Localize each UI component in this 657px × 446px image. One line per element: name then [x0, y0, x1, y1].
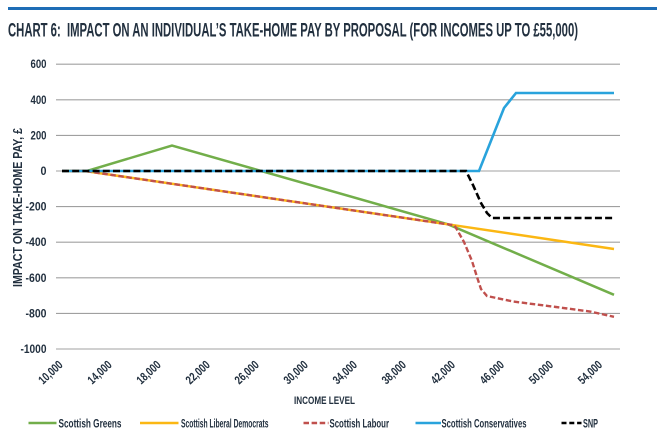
svg-text:-800: -800: [26, 306, 47, 320]
svg-text:Scottish Labour: Scottish Labour: [330, 416, 390, 430]
svg-text:INCOME LEVEL: INCOME LEVEL: [294, 395, 355, 407]
svg-text:0: 0: [41, 164, 47, 178]
svg-text:-200: -200: [26, 200, 47, 214]
svg-text:Scottish Greens: Scottish Greens: [59, 416, 122, 430]
svg-text:-1000: -1000: [21, 342, 47, 356]
svg-text:400: 400: [31, 93, 47, 107]
svg-text:200: 200: [31, 128, 47, 142]
svg-text:SNP: SNP: [583, 416, 598, 430]
svg-text:CHART 6: IMPACT ON AN INDIVID: CHART 6: IMPACT ON AN INDIVIDUAL’S TAKE-…: [8, 21, 578, 42]
svg-text:Scottish Conservatives: Scottish Conservatives: [442, 416, 527, 430]
svg-text:600: 600: [31, 57, 47, 71]
svg-text:Scottish Liberal Democrats: Scottish Liberal Democrats: [181, 416, 269, 430]
svg-text:-400: -400: [26, 235, 47, 249]
svg-text:IMPACT ON TAKE-HOME PAY, £: IMPACT ON TAKE-HOME PAY, £: [10, 127, 25, 287]
svg-text:-600: -600: [26, 271, 47, 285]
